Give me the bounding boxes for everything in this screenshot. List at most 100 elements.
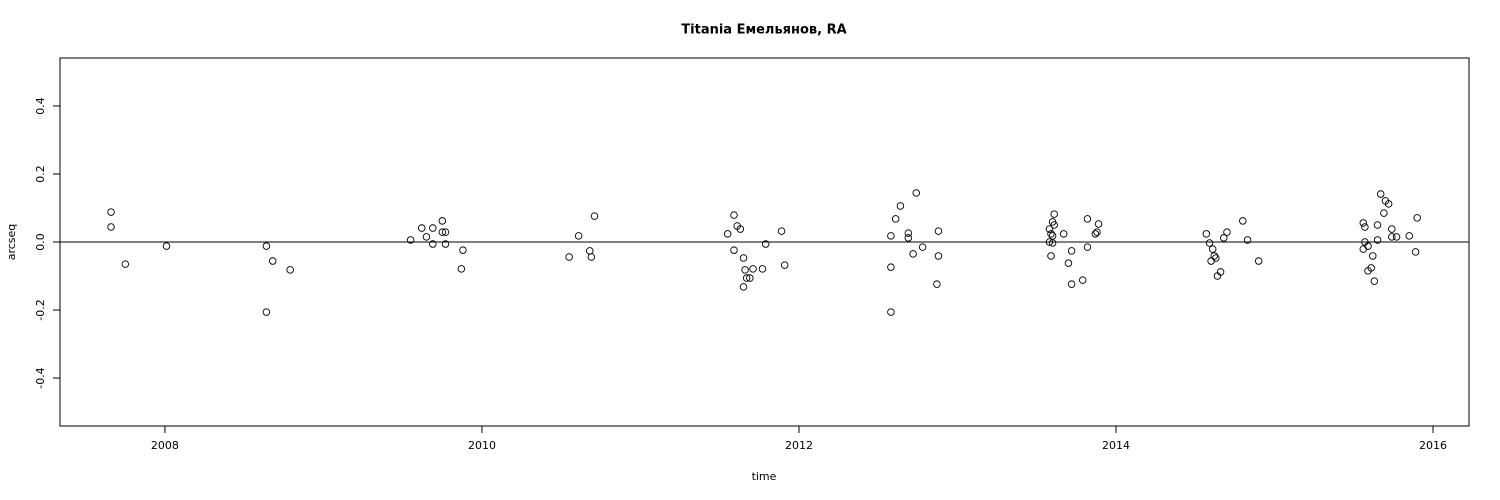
- point: [742, 274, 751, 282]
- point: [1373, 221, 1382, 229]
- point: [286, 266, 294, 274]
- y-tick-label: -0.2: [34, 299, 47, 320]
- point: [1254, 257, 1263, 265]
- point: [912, 189, 921, 197]
- point: [730, 211, 738, 219]
- point: [918, 243, 927, 251]
- point: [262, 308, 271, 316]
- point: [780, 261, 789, 269]
- y-tick-label: 0.2: [34, 165, 47, 183]
- point: [887, 232, 895, 240]
- point: [1364, 242, 1372, 250]
- point: [441, 228, 450, 236]
- point: [1064, 259, 1073, 267]
- point: [1083, 243, 1092, 251]
- point: [1361, 223, 1369, 231]
- point: [422, 233, 431, 241]
- point: [1093, 228, 1101, 236]
- point: [585, 247, 594, 255]
- point: [429, 240, 437, 248]
- point: [1359, 245, 1368, 253]
- y-tick-label: 0.0: [34, 233, 47, 251]
- point: [723, 230, 732, 238]
- point: [574, 232, 583, 240]
- point: [429, 224, 437, 232]
- point: [746, 274, 754, 282]
- point: [739, 283, 748, 291]
- x-axis-label: time: [752, 470, 777, 483]
- point: [909, 250, 917, 258]
- point: [1047, 230, 1055, 238]
- point: [1067, 280, 1076, 288]
- point: [934, 252, 943, 260]
- point: [887, 308, 895, 316]
- point: [590, 212, 599, 220]
- point: [1083, 215, 1092, 223]
- x-tick-label: 2016: [1419, 439, 1447, 452]
- point: [1202, 230, 1211, 238]
- point: [761, 240, 770, 248]
- y-tick-label: -0.4: [34, 367, 47, 388]
- point: [1239, 217, 1247, 225]
- point: [262, 242, 271, 250]
- point: [107, 223, 115, 231]
- point: [1048, 239, 1057, 247]
- point: [934, 227, 943, 235]
- point: [1059, 230, 1068, 238]
- point: [1413, 214, 1421, 222]
- point: [1047, 252, 1055, 260]
- point: [417, 224, 426, 232]
- point: [758, 265, 767, 273]
- point: [438, 217, 447, 225]
- point: [887, 263, 895, 271]
- point: [1205, 239, 1214, 247]
- point: [1067, 247, 1076, 255]
- chart-title: Titania Емельянов, RA: [681, 23, 846, 38]
- point: [406, 236, 415, 244]
- x-tick-label: 2008: [151, 439, 179, 452]
- point: [1405, 232, 1413, 240]
- point: [438, 228, 447, 236]
- point: [1369, 252, 1377, 260]
- point: [121, 260, 130, 268]
- point: [1380, 209, 1388, 217]
- point: [268, 257, 277, 265]
- point: [1216, 268, 1225, 276]
- point: [1370, 277, 1379, 285]
- point: [1050, 221, 1058, 229]
- point: [1392, 233, 1401, 241]
- point: [1376, 190, 1385, 198]
- point: [587, 253, 596, 261]
- point: [162, 242, 171, 250]
- point: [459, 246, 467, 254]
- point: [1094, 220, 1103, 228]
- point: [1223, 228, 1231, 236]
- point: [1078, 276, 1087, 284]
- y-tick-label: 0.4: [34, 97, 47, 115]
- point: [1220, 234, 1228, 242]
- point: [1212, 254, 1220, 262]
- point: [1045, 238, 1054, 246]
- point: [1048, 232, 1057, 240]
- point: [777, 227, 786, 235]
- point: [736, 225, 745, 233]
- x-tick-label: 2014: [1102, 439, 1130, 452]
- point: [739, 254, 748, 262]
- point: [1373, 236, 1382, 244]
- point: [1388, 233, 1396, 241]
- point: [904, 234, 913, 242]
- point: [741, 266, 749, 274]
- point: [1367, 264, 1375, 272]
- point: [1384, 200, 1393, 208]
- point: [1388, 225, 1396, 233]
- point: [891, 215, 900, 223]
- point: [1050, 210, 1058, 218]
- point: [1210, 252, 1219, 260]
- point: [107, 208, 115, 216]
- point: [1243, 236, 1252, 244]
- x-tick-label: 2010: [468, 439, 496, 452]
- point: [896, 202, 905, 210]
- point: [457, 265, 466, 273]
- point: [933, 280, 941, 288]
